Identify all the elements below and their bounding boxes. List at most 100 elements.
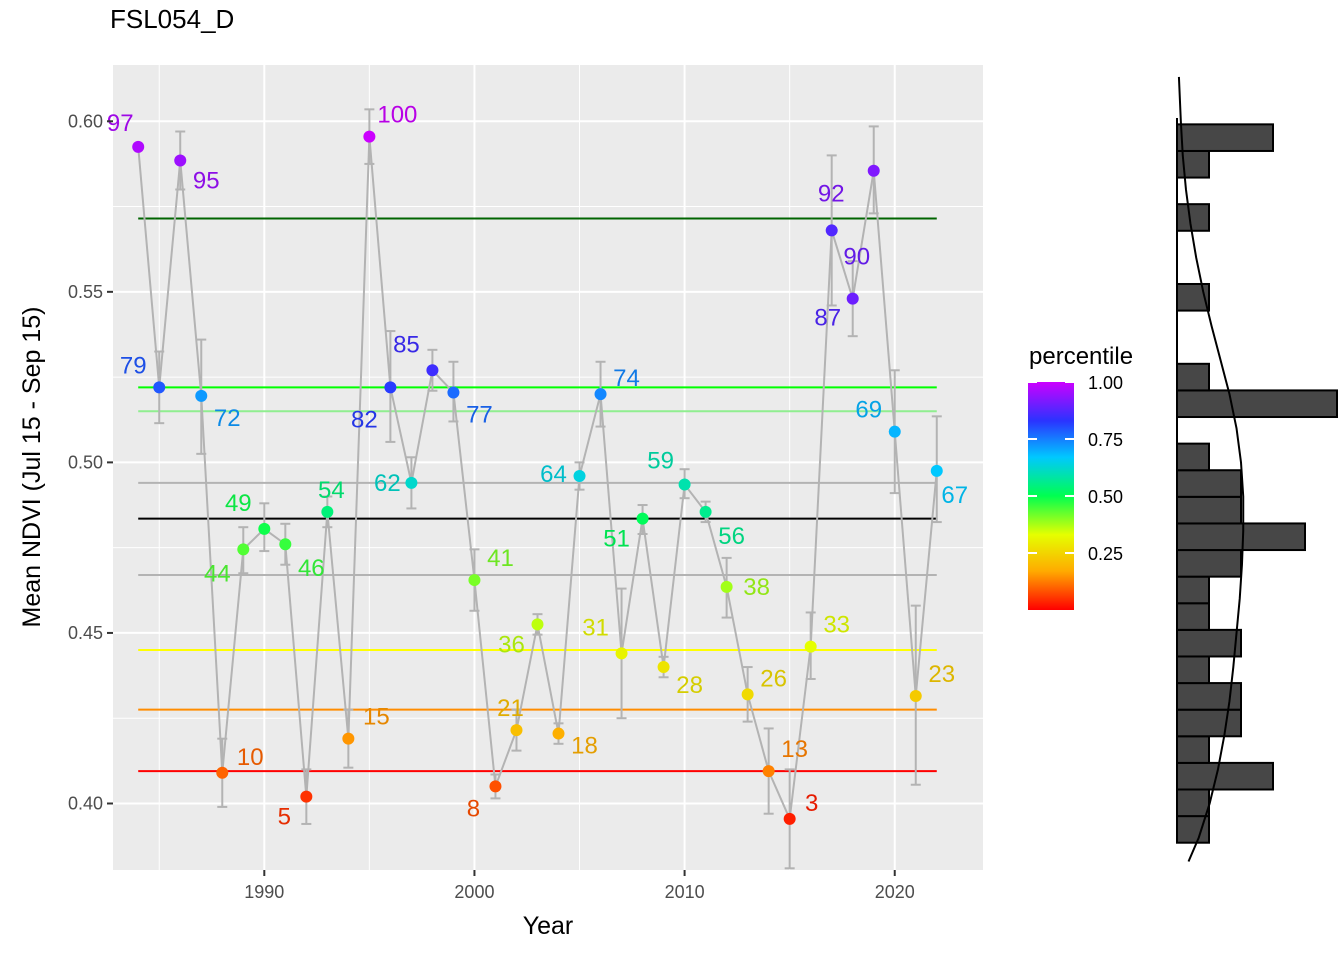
point-label: 72 [214, 405, 241, 432]
marginal-histogram [1176, 76, 1338, 862]
point-label: 56 [718, 523, 745, 550]
data-point [909, 690, 922, 703]
data-point [132, 140, 145, 153]
data-point [657, 661, 670, 674]
point-label: 41 [487, 545, 514, 572]
data-point [363, 130, 376, 143]
point-label: 33 [823, 612, 850, 639]
point-label: 92 [818, 180, 845, 207]
data-point [426, 364, 439, 377]
point-label: 82 [351, 406, 378, 433]
data-point [447, 386, 460, 399]
data-point [762, 765, 775, 778]
point-label: 44 [204, 560, 231, 587]
data-point [804, 640, 817, 653]
data-point [636, 512, 649, 525]
data-point [699, 505, 712, 518]
histogram-bar [1176, 761, 1274, 791]
data-point [321, 505, 334, 518]
y-tick-label: 0.60 [68, 111, 103, 131]
point-label: 31 [582, 614, 609, 641]
legend-tick-label: 0.50 [1088, 487, 1123, 507]
data-point [888, 425, 901, 438]
y-axis-title: Mean NDVI (Jul 15 - Sep 15) [18, 307, 46, 628]
point-label: 64 [540, 461, 567, 488]
x-tick-label: 2020 [875, 882, 915, 902]
data-point [510, 724, 523, 737]
point-label: 69 [855, 397, 882, 424]
y-axis: 0.40 0.45 0.50 0.55 0.60 [68, 111, 113, 813]
histogram-bars [1176, 123, 1338, 844]
x-tick-label: 1990 [244, 882, 284, 902]
point-label: 59 [647, 448, 674, 475]
data-point [930, 464, 943, 477]
point-label: 62 [374, 470, 401, 497]
histogram-bar [1176, 389, 1338, 419]
legend-tick-label: 0.75 [1088, 430, 1123, 450]
point-label: 5 [278, 804, 291, 831]
data-point [300, 790, 313, 803]
point-label: 67 [941, 482, 968, 509]
point-label: 77 [466, 401, 493, 428]
point-label: 46 [298, 555, 325, 582]
data-point [258, 522, 271, 535]
point-label: 8 [467, 795, 480, 822]
data-point [720, 580, 733, 593]
data-point [489, 780, 502, 793]
histogram-bar [1176, 123, 1274, 152]
histogram-bar [1176, 708, 1242, 738]
point-label: 87 [814, 304, 841, 331]
y-tick-label: 0.50 [68, 452, 103, 472]
histogram-bar [1176, 522, 1306, 552]
y-tick-label: 0.40 [68, 793, 103, 813]
data-point [405, 476, 418, 489]
data-point [174, 154, 187, 167]
histogram-bar [1176, 282, 1210, 312]
point-label: 54 [318, 477, 345, 504]
data-point [237, 543, 250, 556]
data-point [678, 478, 691, 491]
data-point [573, 470, 586, 483]
x-axis-title: Year [523, 912, 574, 940]
point-label: 95 [193, 168, 220, 195]
data-point [615, 647, 628, 660]
grid-major [113, 65, 983, 870]
data-point [279, 538, 292, 551]
data-point [153, 381, 166, 394]
point-label: 36 [498, 631, 525, 658]
point-label: 51 [603, 526, 630, 553]
point-label: 3 [805, 790, 818, 817]
data-point [867, 164, 880, 177]
density-curve [1177, 76, 1245, 862]
point-label: 97 [107, 110, 134, 137]
point-label: 26 [760, 665, 787, 692]
legend: percentile 1.00 0.75 0.50 0.25 [1028, 343, 1133, 610]
histogram-bar [1176, 469, 1242, 498]
reference-lines [138, 217, 937, 773]
data-point [783, 812, 796, 825]
x-axis: 1990 2000 2010 2020 [244, 870, 915, 902]
point-label: 21 [497, 695, 524, 722]
histogram-bar [1176, 549, 1242, 578]
data-point [468, 574, 481, 587]
chart-title: FSL054_D [110, 4, 234, 34]
histogram-bar [1176, 203, 1210, 232]
data-point [384, 381, 397, 394]
data-point [594, 388, 607, 401]
plot-panel [113, 65, 983, 870]
histogram-bar [1176, 495, 1242, 525]
data-points [132, 130, 943, 825]
data-point [342, 732, 355, 745]
point-label: 79 [120, 352, 147, 379]
point-labels: 97 79 95 72 10 44 49 46 5 54 15 100 82 62 85 77 41 8 21 36 1… [107, 102, 968, 831]
y-tick-label: 0.55 [68, 282, 103, 302]
histogram-bar [1176, 628, 1242, 658]
legend-ticks: 1.00 0.75 0.50 0.25 [1028, 373, 1123, 564]
data-point [741, 688, 754, 701]
point-label: 18 [571, 733, 598, 760]
histogram-bar [1176, 575, 1210, 605]
data-point [216, 766, 229, 779]
data-point [825, 224, 838, 237]
data-point [552, 727, 565, 740]
